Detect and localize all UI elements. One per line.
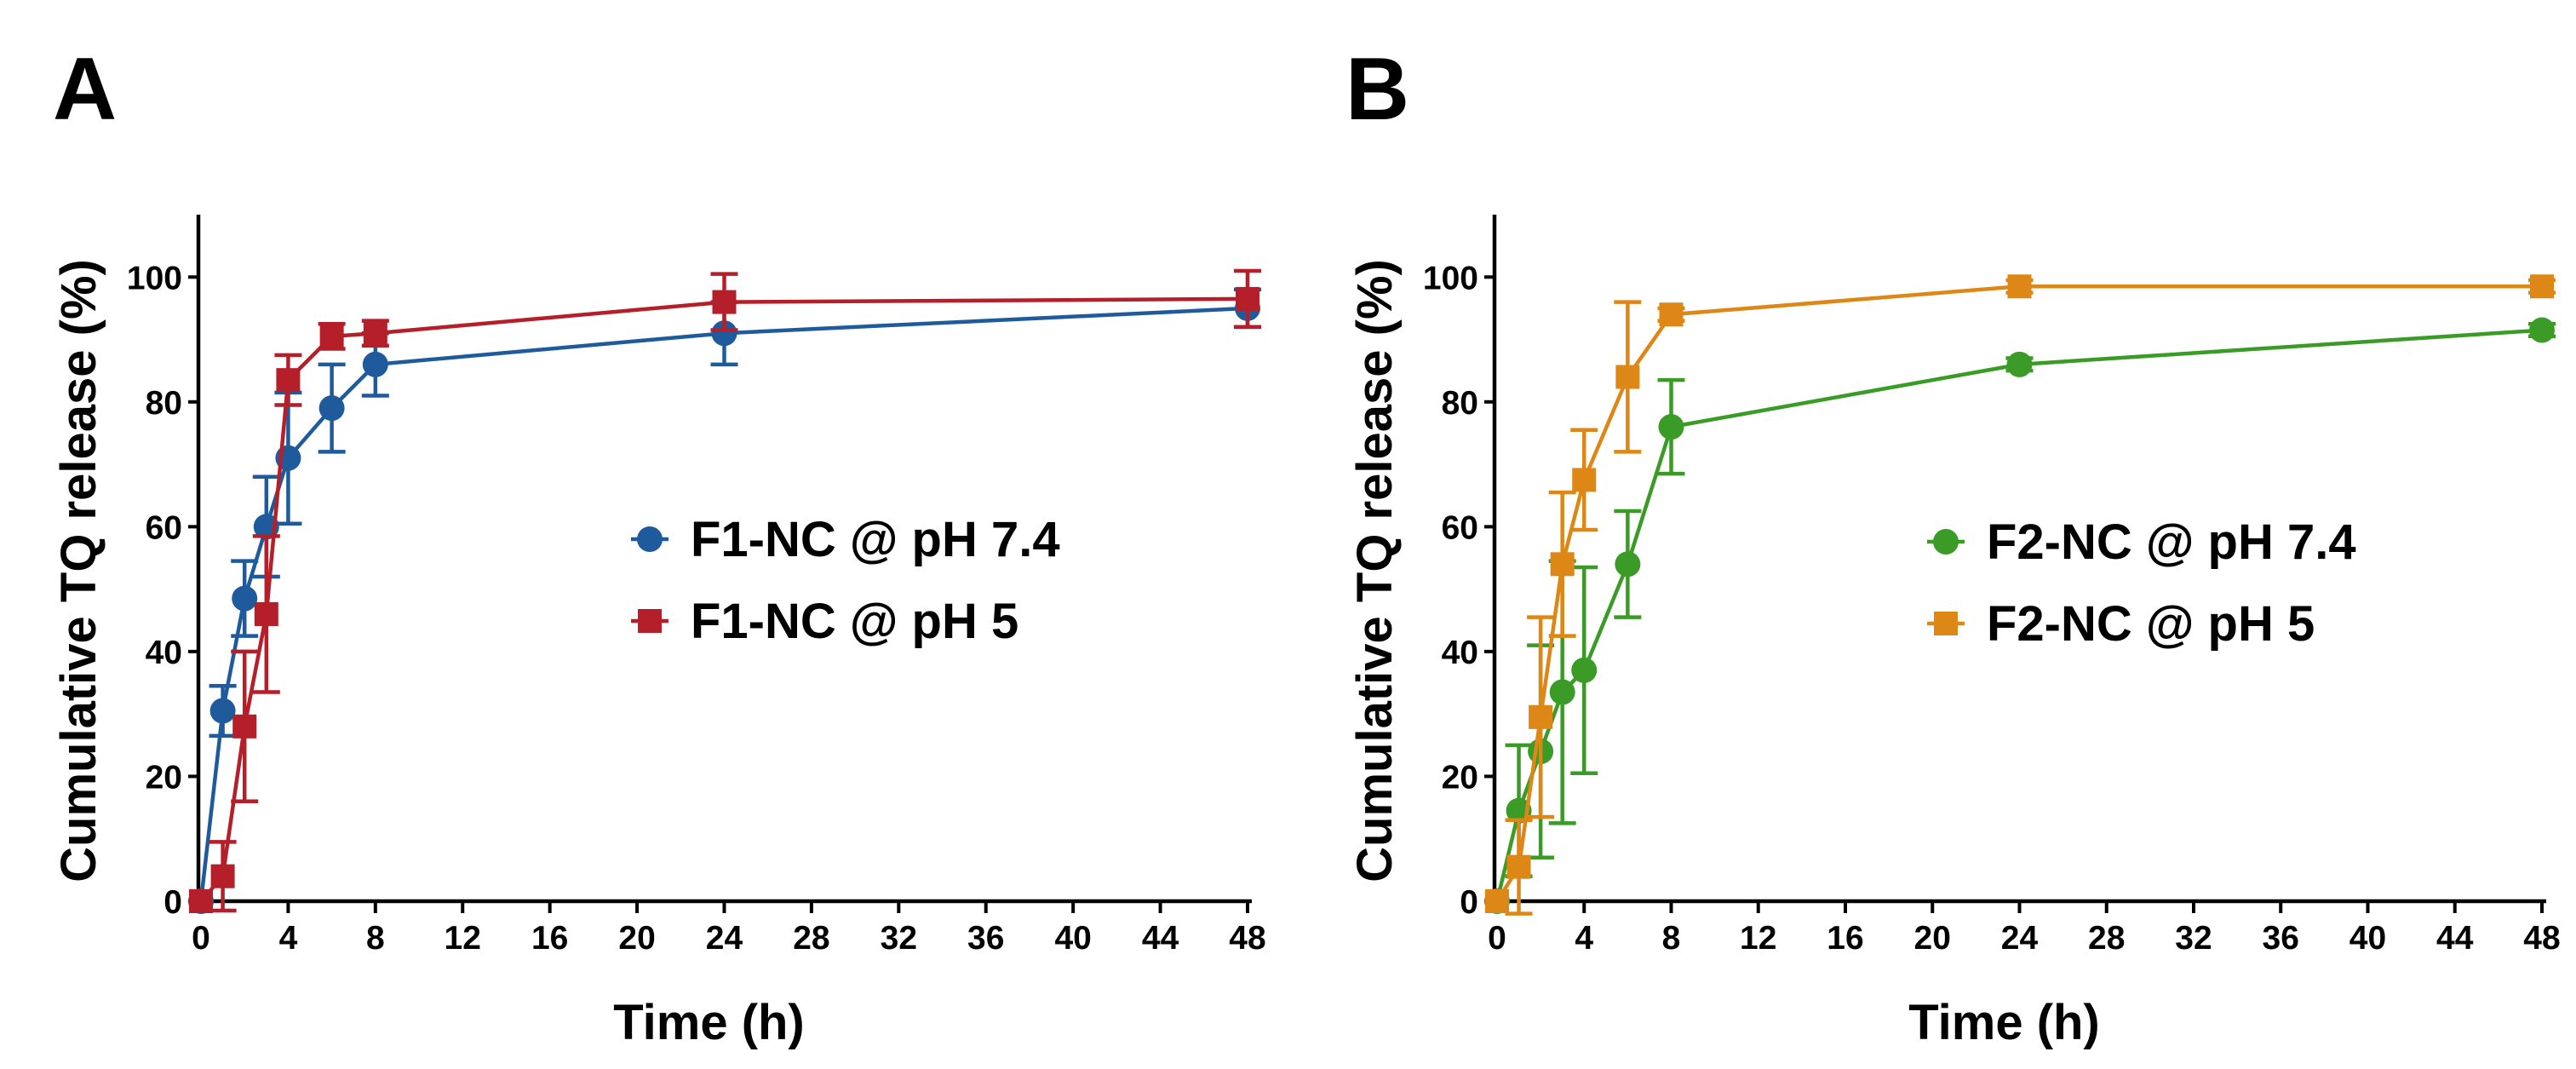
legend: F2-NC @ pH 7.4 F2-NC @ pH 5 [1927,514,2356,652]
y-tick-label: 40 [146,635,182,671]
x-tick-label: 20 [618,920,655,957]
data-point [254,601,278,626]
y-tick-label: 100 [1423,260,1478,296]
data-point [363,321,387,346]
series-line [1495,284,2542,903]
x-tick-label: 32 [2175,920,2212,957]
data-point [318,395,345,422]
x-tick-label: 4 [1575,920,1593,957]
x-tick-label: 4 [279,920,298,957]
x-tick-label: 28 [2088,920,2125,957]
data-point [1529,704,1553,729]
x-axis-title: Time (h) [1908,995,2100,1050]
y-tick-label: 60 [146,509,182,546]
x-tick-label: 44 [1142,920,1179,957]
y-axis-title: Cumulative TQ release (%) [1347,259,1403,882]
data-point [1615,551,1641,578]
x-tick-label: 48 [1229,920,1265,957]
x-axis-title: Time (h) [613,995,805,1050]
x-tick-label: 44 [2436,920,2474,957]
y-tick-label: 0 [164,884,182,921]
x-tick-label: 12 [1740,920,1776,957]
y-tick-label: 40 [1442,635,1478,671]
legend-marker [638,609,662,633]
x-tick-label: 12 [445,920,481,957]
data-point [1550,552,1575,577]
series-1 [1485,274,2556,916]
x-tick-label: 36 [967,920,1004,957]
data-point [209,698,236,724]
legend-marker [637,526,663,552]
x-tick-label: 32 [881,920,917,957]
x-tick-label: 40 [2349,920,2386,957]
data-point [2006,351,2033,377]
y-tick-label: 0 [1460,884,1478,921]
legend-label: F1-NC @ pH 7.4 [691,512,1060,567]
x-tick-label: 48 [2523,920,2560,957]
data-point [2007,274,2032,299]
data-point [1506,854,1531,879]
x-tick-label: 28 [793,920,829,957]
data-point [1236,286,1259,311]
x-tick-label: 20 [1914,920,1951,957]
x-tick-label: 40 [1054,920,1091,957]
x-tick-label: 8 [1662,920,1681,957]
legend-marker [1934,612,1958,635]
y-axis-title: Cumulative TQ release (%) [51,259,106,882]
legend-label: F2-NC @ pH 5 [1987,596,2315,652]
legend: F1-NC @ pH 7.4 F1-NC @ pH 5 [631,512,1060,649]
panel-letter: B [1345,40,1409,139]
y-tick-label: 80 [146,385,182,422]
data-point [2529,317,2555,343]
y-tick-label: 80 [1442,385,1478,422]
data-point [1572,468,1597,492]
y-tick-label: 20 [1442,759,1478,796]
x-tick-label: 16 [1827,920,1863,957]
x-tick-label: 0 [192,920,210,957]
data-point [276,368,301,393]
data-point [232,585,258,612]
y-tick-label: 60 [1442,509,1478,546]
data-point [2530,274,2554,299]
x-tick-label: 24 [706,920,743,957]
data-point [711,320,737,347]
data-point [210,864,235,888]
x-tick-label: 36 [2263,920,2299,957]
panel-letter: A [53,40,117,139]
legend-label: F1-NC @ pH 5 [691,594,1018,649]
data-point [1485,889,1509,913]
data-point [1658,414,1684,440]
data-point [1615,365,1640,389]
data-point [189,889,213,913]
legend-label: F2-NC @ pH 7.4 [1987,514,2356,570]
y-tick-label: 100 [127,260,182,296]
x-tick-label: 0 [1488,920,1506,957]
data-point [1549,679,1575,705]
data-point [1659,302,1684,327]
data-point [319,324,344,348]
legend-marker [1933,529,1959,555]
data-point [712,290,737,314]
x-tick-label: 8 [366,920,385,957]
series-1 [189,268,1261,913]
y-tick-label: 20 [146,759,182,796]
data-point [362,351,388,377]
data-point [1571,657,1598,683]
x-tick-label: 16 [531,920,568,957]
x-tick-label: 24 [2001,920,2039,957]
data-point [232,714,257,739]
